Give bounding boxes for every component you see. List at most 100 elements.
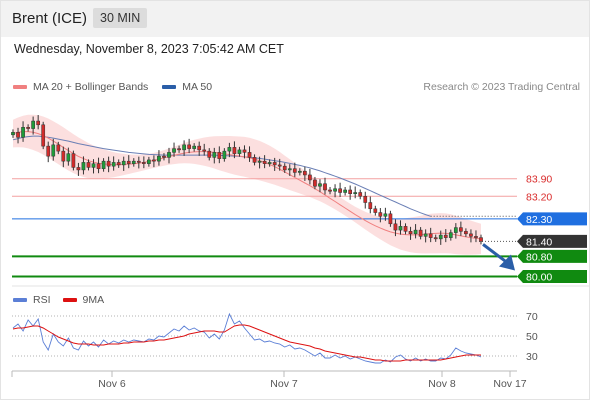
candle-body xyxy=(272,162,277,166)
level-label-81-40: 81.40 xyxy=(526,236,552,248)
legend-swatch-9ma xyxy=(62,298,77,302)
candle-body xyxy=(469,233,473,237)
level-label-80-80: 80.80 xyxy=(526,251,552,263)
candle-body xyxy=(172,148,176,153)
level-tag-81-40 xyxy=(517,234,587,248)
forecast-arrow-shaft xyxy=(482,243,508,264)
legend-label-9ma: 9MA xyxy=(82,294,105,306)
candle-body xyxy=(111,162,116,167)
copyright-text: Research © 2023 Trading Central xyxy=(423,81,580,93)
candle-body xyxy=(96,163,101,169)
candle-body xyxy=(101,160,106,169)
candle-body xyxy=(348,189,353,194)
candle-body xyxy=(227,147,232,152)
candle-body xyxy=(413,229,418,235)
legend-swatch-rsi xyxy=(13,298,27,302)
rsi-tick-label-30: 30 xyxy=(526,351,538,363)
candle-body xyxy=(368,202,373,210)
candle-body xyxy=(398,226,403,231)
candle-body xyxy=(428,233,433,238)
rsi-tick-label-70: 70 xyxy=(526,311,538,323)
candle-body xyxy=(51,144,56,157)
candle-body xyxy=(308,174,312,181)
candle-body xyxy=(106,160,111,167)
candle-body xyxy=(418,229,423,237)
candle-body xyxy=(453,227,458,233)
timestamp: Wednesday, November 8, 2023 7:05:42 AM C… xyxy=(14,42,284,56)
candle-body xyxy=(36,120,41,126)
candle-body xyxy=(147,159,151,164)
candle-body xyxy=(56,144,61,152)
level-label-80-00: 80.00 xyxy=(526,271,552,283)
rsi-series-9ma xyxy=(12,324,481,362)
interval-button[interactable]: 30 MIN xyxy=(93,8,148,28)
candle-body xyxy=(373,208,378,213)
candle-body xyxy=(277,164,282,167)
candle-body xyxy=(292,168,297,173)
candle-body xyxy=(207,150,212,158)
candle-body xyxy=(217,152,222,159)
candle-body xyxy=(61,150,66,162)
candle-body xyxy=(157,155,161,162)
candle-body xyxy=(66,153,71,162)
level-label-82-30: 82.30 xyxy=(526,214,552,226)
level-tag-82-30 xyxy=(517,212,587,226)
candle-body xyxy=(338,188,342,193)
candle-body xyxy=(116,162,121,166)
candle-body xyxy=(433,237,438,240)
candle-body xyxy=(383,213,388,217)
candle-body xyxy=(21,127,25,138)
ma20-line xyxy=(12,131,482,240)
candle-body xyxy=(86,162,91,168)
candle-body xyxy=(242,149,247,153)
candle-body xyxy=(71,153,76,168)
candle-body xyxy=(187,144,191,149)
rsi-tick-label-50: 50 xyxy=(526,331,538,343)
forecast-arrow-head xyxy=(499,254,515,271)
candle-body xyxy=(479,237,483,242)
level-tag-80-00 xyxy=(517,269,587,283)
candle-body xyxy=(323,183,327,191)
candle-body xyxy=(388,213,393,225)
legend-swatch-ma50 xyxy=(162,85,177,89)
candle-body xyxy=(474,236,478,238)
candle-body xyxy=(318,183,322,187)
candle-body xyxy=(31,120,35,129)
candle-body xyxy=(333,188,337,192)
candle-body xyxy=(287,168,292,171)
candle-body xyxy=(202,149,207,152)
candle-body xyxy=(121,160,126,166)
level-label-83-20: 83.20 xyxy=(526,191,552,203)
legend-label-ma50: MA 50 xyxy=(182,81,213,93)
candle-body xyxy=(313,179,317,187)
candle-body xyxy=(247,152,252,158)
candle-body xyxy=(363,196,368,203)
candle-body xyxy=(212,152,217,158)
candle-body xyxy=(232,147,237,154)
candle-body xyxy=(297,170,302,173)
x-tick-label-nov-6: Nov 6 xyxy=(98,378,126,390)
candle-body xyxy=(81,162,86,171)
candle-body xyxy=(136,160,141,163)
candle-body xyxy=(222,150,227,159)
candle-body xyxy=(282,165,287,171)
legend-label-rsi: RSI xyxy=(33,294,51,306)
candle-body xyxy=(177,148,181,151)
candle-body xyxy=(393,223,398,231)
candle-body xyxy=(126,160,131,164)
candle-body xyxy=(267,162,272,164)
level-label-83-90: 83.90 xyxy=(526,174,552,186)
candle-body xyxy=(378,212,383,217)
candle-body xyxy=(11,132,15,136)
candle-body xyxy=(328,189,332,192)
candle-body xyxy=(162,155,166,158)
candle-body xyxy=(46,145,51,157)
legend-item-ma50: MA 50 xyxy=(162,81,212,93)
candle-body xyxy=(438,234,443,240)
candle-body xyxy=(459,227,463,232)
candle-body xyxy=(41,124,46,147)
rsi-legend: RSI 9MA xyxy=(13,294,116,306)
legend-label-ma20: MA 20 + Bollinger Bands xyxy=(33,81,149,93)
candle-body xyxy=(167,152,171,158)
